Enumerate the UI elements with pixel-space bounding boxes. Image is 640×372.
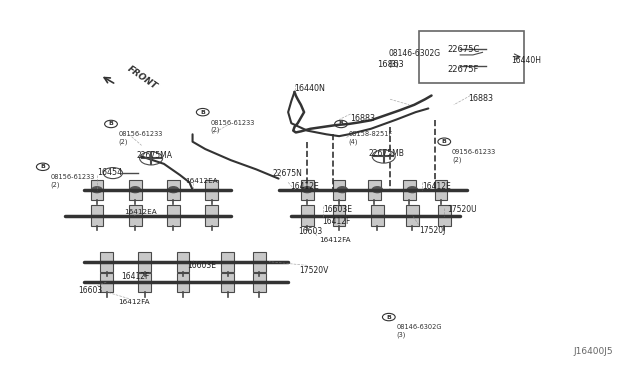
Bar xyxy=(129,180,141,200)
Bar xyxy=(368,180,381,200)
Text: 16603: 16603 xyxy=(298,227,323,235)
Text: 08156-61233
(2): 08156-61233 (2) xyxy=(51,174,95,188)
Bar xyxy=(221,273,234,292)
Bar xyxy=(333,180,346,200)
Bar xyxy=(100,253,113,272)
Circle shape xyxy=(302,187,312,193)
Text: 16412FA: 16412FA xyxy=(118,299,150,305)
Bar xyxy=(333,205,346,225)
Text: 16603E: 16603E xyxy=(188,261,216,270)
Text: 22675F: 22675F xyxy=(447,65,479,74)
Text: 16412E: 16412E xyxy=(290,182,319,190)
Text: 16412F: 16412F xyxy=(121,272,150,280)
Text: 17520J: 17520J xyxy=(419,226,445,235)
Text: 16603: 16603 xyxy=(78,286,102,295)
Bar xyxy=(301,205,314,225)
Text: 16412EA: 16412EA xyxy=(185,178,218,184)
Bar xyxy=(253,253,266,272)
Text: B: B xyxy=(339,122,344,126)
Bar xyxy=(138,253,151,272)
Text: 16863: 16863 xyxy=(378,61,404,70)
Text: 16603E: 16603E xyxy=(323,205,352,214)
Bar xyxy=(253,273,266,292)
Circle shape xyxy=(130,187,140,193)
Circle shape xyxy=(372,187,383,193)
Text: FRONT: FRONT xyxy=(125,64,159,91)
Text: 16412EA: 16412EA xyxy=(124,209,157,215)
Bar xyxy=(406,205,419,225)
Text: B: B xyxy=(387,315,391,320)
Text: 08158-8251F
(4): 08158-8251F (4) xyxy=(349,131,393,145)
Bar xyxy=(91,205,103,225)
Text: 08156-61233
(2): 08156-61233 (2) xyxy=(211,119,255,133)
Text: 17520U: 17520U xyxy=(447,205,477,214)
Bar xyxy=(129,205,141,225)
Text: 16883: 16883 xyxy=(468,94,493,103)
Bar xyxy=(221,253,234,272)
Circle shape xyxy=(337,187,348,193)
Text: 16412FA: 16412FA xyxy=(319,237,350,243)
Text: 16883: 16883 xyxy=(350,114,375,123)
Text: 08146-6302G
(3): 08146-6302G (3) xyxy=(389,49,441,69)
Text: 16440N: 16440N xyxy=(294,84,325,93)
Bar xyxy=(371,205,384,225)
Text: 09156-61233
(2): 09156-61233 (2) xyxy=(452,149,496,163)
Bar xyxy=(167,180,180,200)
Text: 17520V: 17520V xyxy=(300,266,329,276)
Text: 22675C: 22675C xyxy=(447,45,480,54)
Bar xyxy=(177,253,189,272)
Text: B: B xyxy=(442,139,447,144)
Text: 22675MA: 22675MA xyxy=(136,151,173,160)
Bar xyxy=(438,205,451,225)
Text: 16454: 16454 xyxy=(97,168,122,177)
Text: 22675MB: 22675MB xyxy=(369,149,404,158)
Bar xyxy=(301,180,314,200)
Text: B: B xyxy=(40,164,45,169)
Circle shape xyxy=(168,187,179,193)
Bar xyxy=(100,273,113,292)
Text: 16440H: 16440H xyxy=(511,56,541,65)
Bar xyxy=(167,205,180,225)
Text: B: B xyxy=(109,122,113,126)
Bar xyxy=(205,180,218,200)
Bar xyxy=(435,180,447,200)
Text: J16400J5: J16400J5 xyxy=(573,347,613,356)
Text: 22675N: 22675N xyxy=(273,169,303,179)
Bar xyxy=(205,205,218,225)
Text: 08146-6302G
(3): 08146-6302G (3) xyxy=(396,324,442,338)
Circle shape xyxy=(92,187,102,193)
Bar xyxy=(419,31,524,83)
Text: 16412F: 16412F xyxy=(322,217,350,227)
Bar xyxy=(138,273,151,292)
Text: 08156-61233
(2): 08156-61233 (2) xyxy=(118,131,163,145)
Bar xyxy=(91,180,103,200)
Circle shape xyxy=(407,187,417,193)
Text: 16412E: 16412E xyxy=(422,182,451,190)
Text: B: B xyxy=(200,110,205,115)
Bar xyxy=(403,180,415,200)
Bar xyxy=(177,273,189,292)
